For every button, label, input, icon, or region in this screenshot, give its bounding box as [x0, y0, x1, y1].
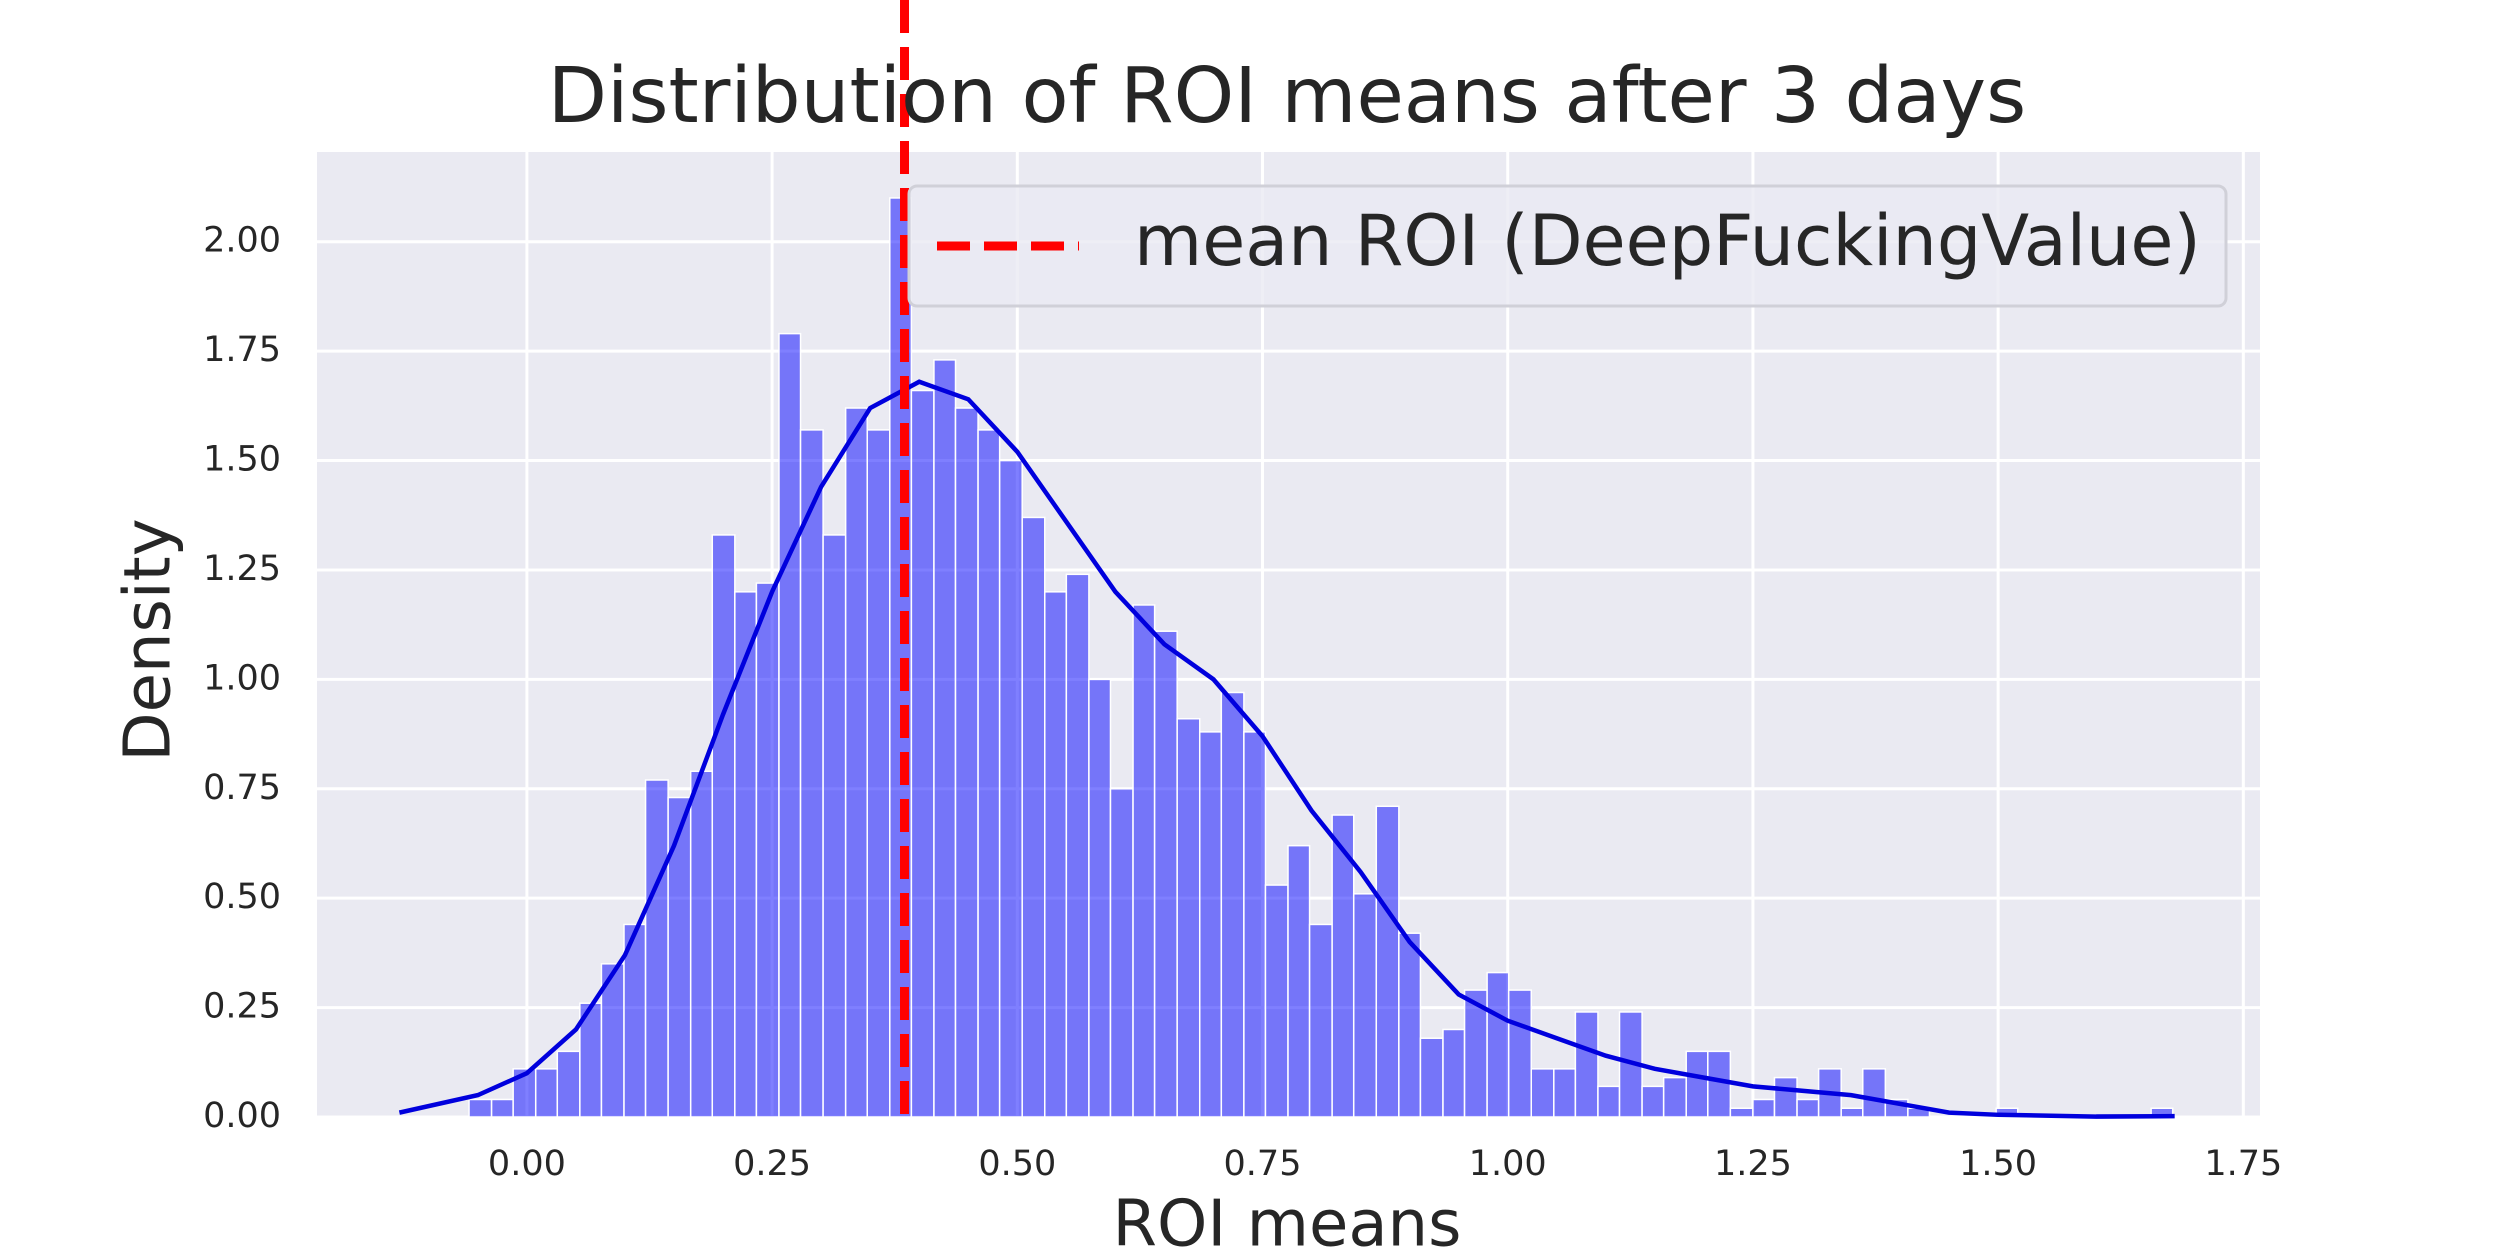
bar: [1419, 1037, 1444, 1118]
bar: [778, 332, 802, 1118]
x-tick-label: 1.50: [1959, 1144, 2037, 1184]
bar: [1220, 691, 1245, 1118]
bar: [1707, 1050, 1732, 1118]
bar: [1773, 1076, 1798, 1118]
y-axis-label: Density: [112, 518, 186, 761]
bar: [1021, 516, 1046, 1118]
chart-title: Distribution of ROI means after 3 days: [548, 52, 2027, 141]
y-tick-label: 0.50: [203, 877, 281, 917]
bar: [1597, 1085, 1621, 1118]
bar: [866, 429, 891, 1118]
bar: [1398, 932, 1422, 1118]
y-tick-label: 1.75: [203, 330, 281, 370]
legend-box: [907, 184, 2228, 308]
bar: [556, 1050, 581, 1118]
bar: [1507, 989, 1533, 1118]
x-tick-label: 0.00: [488, 1144, 566, 1184]
bar: [711, 534, 736, 1118]
bar: [977, 429, 1001, 1118]
bar: [1153, 630, 1178, 1118]
x-tick-label: 1.00: [1469, 1144, 1547, 1184]
bar: [1662, 1076, 1687, 1118]
bar: [1088, 678, 1112, 1118]
y-tick-label: 1.25: [203, 549, 281, 589]
bar: [933, 359, 957, 1118]
y-tick-label: 2.00: [203, 221, 281, 261]
legend-label: mean ROI (DeepFuckingValue): [1134, 200, 2201, 282]
labels: 0.00 0.25 0.50 0.75 1.00 1.25 1.50 1.75 0.00 0.25…: [203, 221, 2282, 1184]
marks: [398, 0, 2175, 1119]
x-tick-label: 0.75: [1224, 1144, 1302, 1184]
bar: [998, 459, 1023, 1118]
y-tick-label: 0.25: [203, 987, 281, 1027]
bar: [755, 582, 780, 1118]
bar: [1530, 1068, 1555, 1118]
bar: [534, 1068, 559, 1118]
x-tick-label: 0.25: [733, 1144, 811, 1184]
x-tick-label: 1.75: [2204, 1144, 2282, 1184]
bar: [822, 534, 847, 1118]
x-axis-label: ROI means: [1113, 1188, 1462, 1250]
bar: [1752, 1098, 1776, 1118]
bar: [844, 407, 868, 1118]
bar: [1729, 1107, 1754, 1118]
bar: [1308, 923, 1333, 1118]
bar: [644, 779, 669, 1118]
bar: [1044, 591, 1068, 1118]
y-tick-label: 1.00: [203, 658, 281, 698]
bar: [490, 1098, 514, 1118]
bar: [1862, 1068, 1887, 1118]
bar: [1132, 604, 1156, 1118]
bar: [1243, 731, 1267, 1118]
bar: [1574, 1011, 1599, 1118]
bar: [910, 389, 935, 1118]
bar: [1796, 1098, 1820, 1118]
bar: [1287, 844, 1311, 1118]
bar: [1264, 884, 1289, 1118]
bar: [1486, 971, 1510, 1118]
bar: [799, 429, 824, 1118]
legend: mean ROI (DeepFuckingValue): [907, 184, 2228, 308]
y-tick-label: 1.50: [203, 440, 281, 480]
bar: [954, 407, 979, 1118]
bar: [1375, 805, 1400, 1118]
bar: [1198, 731, 1223, 1118]
bar: [1442, 1028, 1466, 1118]
bar: [689, 770, 714, 1118]
bar: [1352, 893, 1378, 1118]
bar: [667, 796, 692, 1118]
bar: [468, 1098, 493, 1118]
kde-line: [398, 379, 2175, 1119]
bar: [1840, 1107, 1864, 1118]
bar: [1176, 717, 1201, 1118]
y-tick-label: 0.75: [203, 768, 281, 808]
bar: [1641, 1085, 1665, 1118]
x-tick-label: 1.25: [1714, 1144, 1792, 1184]
bar: [1109, 788, 1134, 1118]
bar: [1553, 1068, 1577, 1118]
bar: [1065, 573, 1090, 1118]
y-tick-label: 0.00: [203, 1096, 281, 1136]
bar: [734, 591, 758, 1118]
x-tick-label: 0.50: [978, 1144, 1056, 1184]
bar: [1685, 1050, 1709, 1118]
